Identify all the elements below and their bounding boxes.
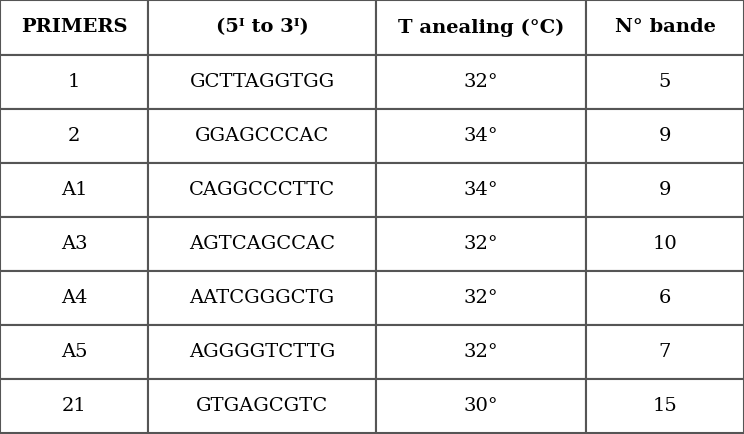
Bar xyxy=(148,325,376,379)
Text: 9: 9 xyxy=(658,127,671,145)
Text: GCTTAGGTGG: GCTTAGGTGG xyxy=(190,73,335,91)
Text: A5: A5 xyxy=(61,343,87,361)
Text: 10: 10 xyxy=(652,235,677,253)
Bar xyxy=(0,379,148,433)
Text: T anealing (°C): T anealing (°C) xyxy=(398,18,564,36)
Text: AGGGGTCTTG: AGGGGTCTTG xyxy=(189,343,335,361)
Text: 5: 5 xyxy=(659,73,671,91)
Bar xyxy=(586,109,744,163)
Bar xyxy=(148,55,376,109)
Bar xyxy=(0,325,148,379)
Text: 7: 7 xyxy=(659,343,671,361)
Bar xyxy=(376,379,586,433)
Text: 32°: 32° xyxy=(464,235,498,253)
Text: 32°: 32° xyxy=(464,343,498,361)
Bar xyxy=(0,217,148,271)
Text: AGTCAGCCAC: AGTCAGCCAC xyxy=(189,235,335,253)
Text: 21: 21 xyxy=(62,397,86,415)
Text: A1: A1 xyxy=(61,181,87,199)
Bar xyxy=(0,271,148,325)
Bar xyxy=(376,55,586,109)
Text: PRIMERS: PRIMERS xyxy=(21,19,127,36)
Bar xyxy=(148,379,376,433)
Bar xyxy=(586,379,744,433)
Bar xyxy=(376,0,586,55)
Text: 2: 2 xyxy=(68,127,80,145)
Text: CAGGCCCTTC: CAGGCCCTTC xyxy=(189,181,335,199)
Text: 30°: 30° xyxy=(464,397,498,415)
Text: 6: 6 xyxy=(659,289,671,307)
Text: A4: A4 xyxy=(61,289,87,307)
Text: 34°: 34° xyxy=(464,181,498,199)
Bar xyxy=(586,0,744,55)
Text: 34°: 34° xyxy=(464,127,498,145)
Bar xyxy=(586,325,744,379)
Bar xyxy=(148,217,376,271)
Bar xyxy=(376,325,586,379)
Text: 1: 1 xyxy=(68,73,80,91)
Bar xyxy=(148,0,376,55)
Text: 15: 15 xyxy=(652,397,677,415)
Bar xyxy=(148,163,376,217)
Bar xyxy=(376,217,586,271)
Bar xyxy=(376,109,586,163)
Bar xyxy=(0,109,148,163)
Bar xyxy=(0,0,148,55)
Bar xyxy=(148,109,376,163)
Bar xyxy=(0,163,148,217)
Text: GGAGCCCAC: GGAGCCCAC xyxy=(195,127,329,145)
Text: N° bande: N° bande xyxy=(615,19,716,36)
Text: 32°: 32° xyxy=(464,73,498,91)
Text: 9: 9 xyxy=(658,181,671,199)
Bar xyxy=(0,55,148,109)
Text: (5ᴵ to 3ᴵ): (5ᴵ to 3ᴵ) xyxy=(216,19,308,36)
Bar xyxy=(586,55,744,109)
Bar xyxy=(586,163,744,217)
Text: A3: A3 xyxy=(61,235,87,253)
Bar xyxy=(586,271,744,325)
Bar xyxy=(376,163,586,217)
Bar xyxy=(376,271,586,325)
Text: 32°: 32° xyxy=(464,289,498,307)
Bar xyxy=(586,217,744,271)
Bar xyxy=(148,271,376,325)
Text: GTGAGCGTC: GTGAGCGTC xyxy=(196,397,328,415)
Text: AATCGGGCTG: AATCGGGCTG xyxy=(190,289,335,307)
